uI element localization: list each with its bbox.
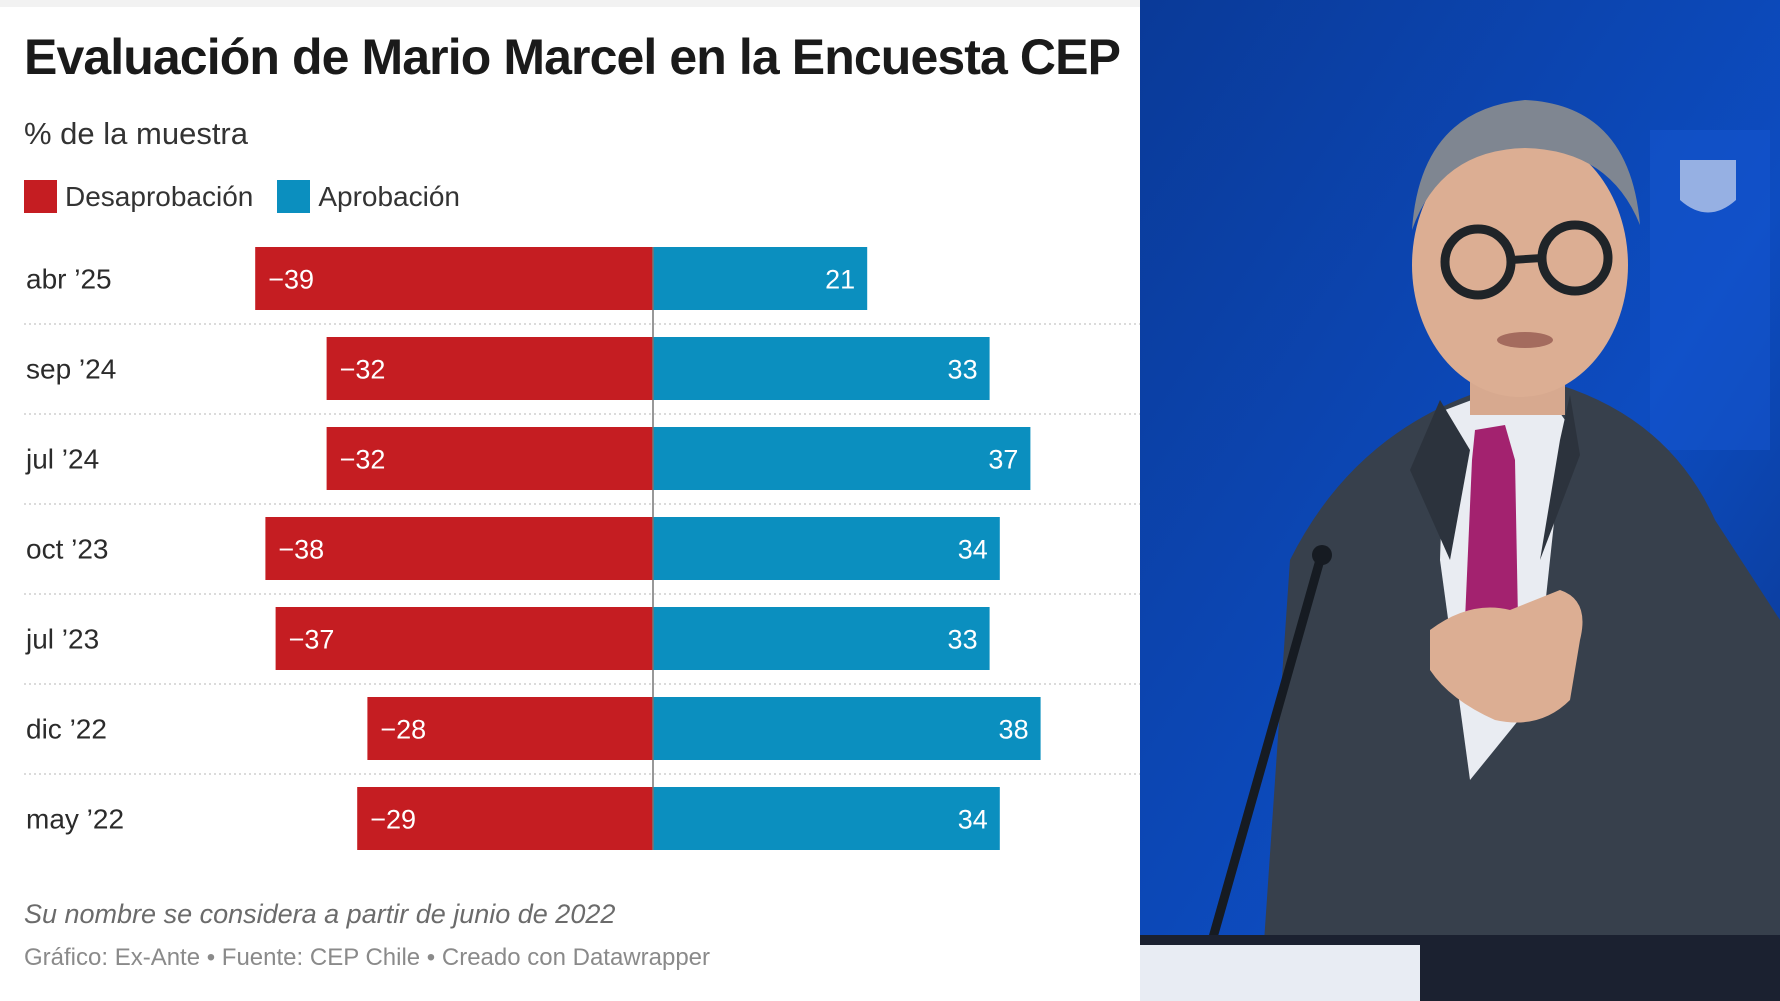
person-at-podium-photo	[1140, 0, 1780, 1001]
legend-item-approval: Aprobación	[277, 180, 460, 213]
category-label: abr ’25	[26, 264, 112, 295]
bar-aprobacion	[653, 697, 1041, 760]
bar-desaprobacion	[326, 427, 653, 490]
bar-aprobacion	[653, 607, 990, 670]
bar-aprobacion	[653, 787, 1000, 850]
chart-credits: Gráfico: Ex-Ante • Fuente: CEP Chile • C…	[24, 944, 711, 971]
bar-desaprobacion	[255, 247, 653, 310]
chart-subtitle: % de la muestra	[24, 116, 248, 151]
data-label-desaprobacion: −29	[370, 805, 416, 835]
legend-label-disapproval: Desaprobación	[65, 180, 254, 212]
bar-aprobacion	[653, 517, 1000, 580]
category-label: dic ’22	[26, 714, 107, 745]
lapel-left	[1410, 400, 1470, 560]
data-label-aprobacion: 34	[958, 805, 988, 835]
data-label-desaprobacion: −32	[340, 445, 386, 475]
bar-aprobacion	[653, 247, 868, 310]
crest-icon	[1680, 160, 1736, 213]
glasses-left-lens	[1440, 224, 1516, 300]
face	[1412, 133, 1628, 397]
legend-swatch-disapproval	[24, 180, 57, 213]
bar-desaprobacion	[275, 607, 653, 670]
bar-desaprobacion	[357, 787, 653, 850]
hair	[1412, 100, 1640, 230]
legend: Desaprobación Aprobación	[24, 180, 484, 213]
data-label-aprobacion: 38	[999, 715, 1029, 745]
data-label-aprobacion: 33	[948, 355, 978, 385]
data-label-desaprobacion: −32	[340, 355, 386, 385]
glasses-bridge	[1510, 254, 1543, 264]
category-label: sep ’24	[26, 354, 116, 385]
data-label-desaprobacion: −38	[278, 535, 324, 565]
lapel-right	[1540, 395, 1580, 560]
top-strip	[0, 0, 1140, 7]
chart-panel: Evaluación de Mario Marcel en la Encuest…	[0, 0, 1140, 971]
bar-aprobacion	[653, 337, 990, 400]
data-label-aprobacion: 33	[948, 625, 978, 655]
data-label-desaprobacion: −28	[380, 715, 426, 745]
podium-sign	[1140, 945, 1420, 1001]
bar-desaprobacion	[326, 337, 653, 400]
data-label-aprobacion: 34	[958, 535, 988, 565]
category-label: may ’22	[26, 804, 124, 835]
category-label: oct ’23	[26, 534, 109, 565]
bar-desaprobacion	[265, 517, 653, 580]
category-label: jul ’24	[25, 444, 99, 475]
microphone-stand	[1190, 558, 1325, 1001]
microphone-head	[1312, 545, 1332, 565]
legend-swatch-approval	[277, 180, 311, 213]
raised-hand	[1430, 590, 1583, 723]
data-label-desaprobacion: −39	[268, 265, 314, 295]
data-label-desaprobacion: −37	[289, 625, 335, 655]
data-label-aprobacion: 21	[825, 265, 855, 295]
chart-plot: abr ’25 −39 21 sep ’24 −32 33 jul ’24 −32 37 oct …	[24, 247, 1140, 850]
mouth	[1497, 332, 1553, 348]
category-label: jul ’23	[25, 624, 99, 655]
bar-aprobacion	[653, 427, 1031, 490]
bar-desaprobacion	[367, 697, 653, 760]
legend-item-disapproval: Desaprobación	[24, 180, 253, 213]
data-label-aprobacion: 37	[988, 445, 1018, 475]
chart-note: Su nombre se considera a partir de junio…	[24, 899, 616, 929]
legend-label-approval: Aprobación	[318, 180, 460, 212]
chart-title: Evaluación de Mario Marcel en la Encuest…	[24, 29, 1121, 85]
